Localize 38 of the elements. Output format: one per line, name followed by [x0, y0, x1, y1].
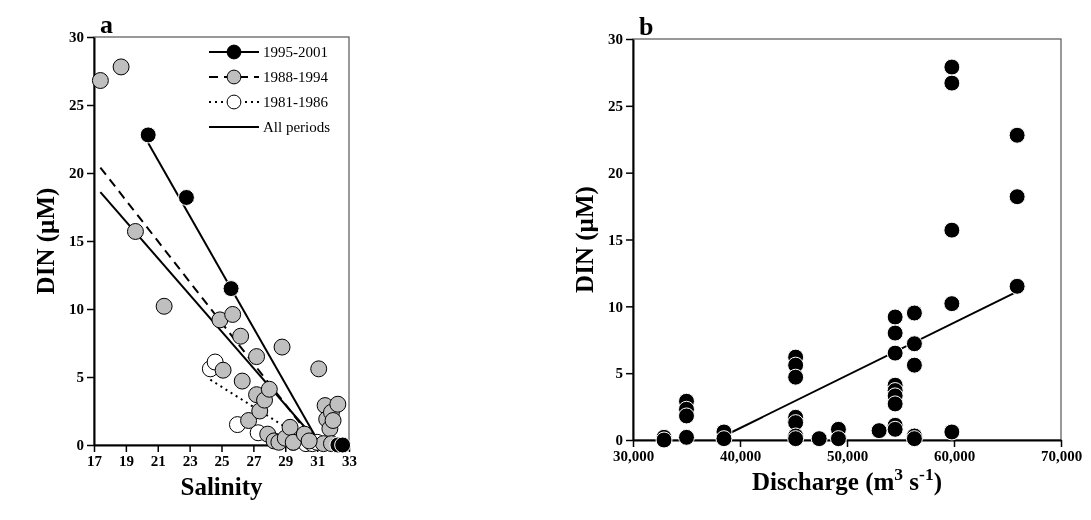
legend-label: 1995-2001: [263, 44, 328, 60]
legend-label: 1988-1994: [263, 69, 329, 85]
legend-label: All periods: [263, 119, 331, 135]
x-tick-label: 31: [310, 452, 326, 469]
x-tick-label: 27: [246, 452, 262, 469]
x-tick-label: 40,000: [719, 447, 762, 464]
y-tick-label: 0: [76, 437, 84, 454]
x-tick-label: 21: [150, 452, 166, 469]
legend-label: 1981-1986: [263, 94, 329, 110]
y-tick-label: 25: [608, 98, 623, 115]
x-tick-label: 17: [87, 452, 103, 469]
y-tick-label: 15: [69, 233, 84, 250]
x-tick-label: 50,000: [826, 447, 869, 464]
x-axis-title: Discharge (m$^{3}$ s$^{-1}$): [752, 464, 942, 496]
x-tick-label: 70,000: [1040, 447, 1083, 464]
y-tick-label: 20: [69, 165, 84, 182]
y-tick-label: 25: [69, 97, 84, 114]
y-tick-label: 5: [76, 369, 84, 386]
x-tick-label: 29: [278, 452, 294, 469]
x-axis-title: Salinity: [180, 473, 263, 500]
y-tick-label: 10: [608, 298, 623, 315]
y-tick-label: 15: [608, 231, 623, 248]
y-axis-title: DIN (µM): [32, 187, 60, 295]
chart-title: a: [100, 10, 113, 39]
x-tick-label: 60,000: [933, 447, 976, 464]
x-tick-label: 19: [118, 452, 134, 469]
y-tick-label: 0: [615, 432, 623, 449]
chart-title: b: [639, 12, 654, 41]
y-tick-label: 30: [608, 31, 623, 48]
x-tick-label: 23: [182, 452, 198, 469]
x-tick-label: 30,000: [612, 447, 655, 464]
y-axis-title: DIN (µM): [571, 186, 599, 293]
y-tick-label: 30: [69, 29, 84, 46]
x-tick-label: 25: [214, 452, 230, 469]
x-tick-label: 33: [342, 452, 357, 469]
y-tick-label: 5: [615, 365, 623, 382]
y-tick-label: 20: [608, 164, 623, 181]
y-tick-label: 10: [69, 301, 84, 318]
